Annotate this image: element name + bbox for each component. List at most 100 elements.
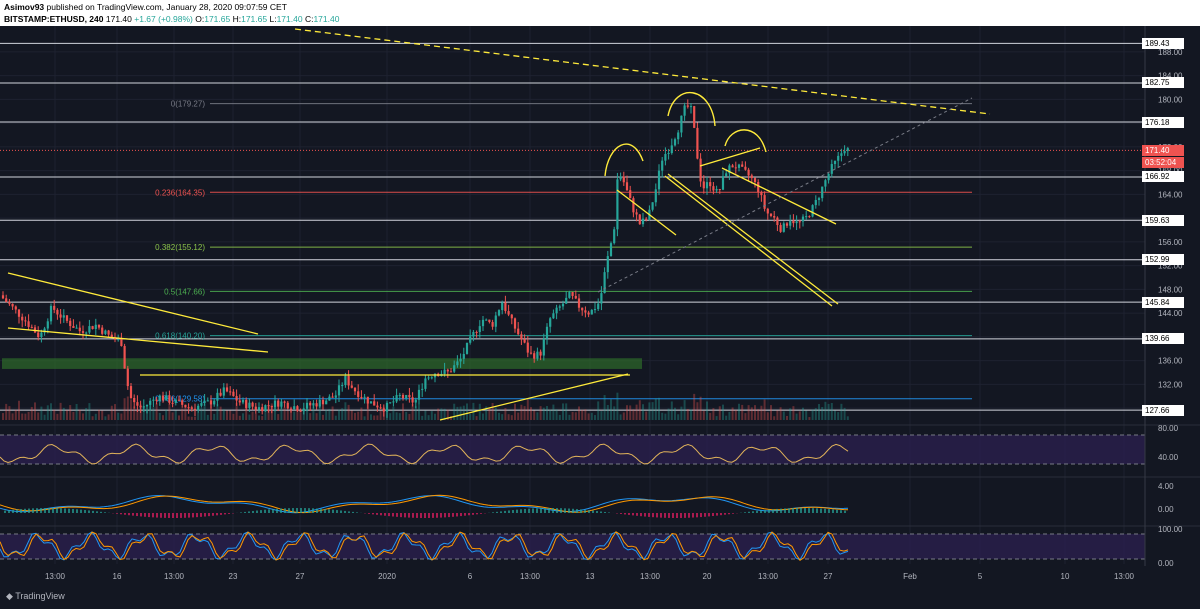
macd-histogram-bar xyxy=(316,508,318,513)
volume-bar xyxy=(418,404,420,420)
candle-body xyxy=(469,336,472,343)
volume-bar xyxy=(120,413,123,420)
macd-histogram-bar xyxy=(464,513,466,516)
candle-body xyxy=(85,332,88,334)
candle-body xyxy=(401,394,405,399)
candle-body xyxy=(328,396,331,401)
volume-bar xyxy=(216,404,219,420)
candle-body xyxy=(603,272,606,294)
candle-body xyxy=(846,148,849,151)
volume-bar xyxy=(203,403,206,420)
price-tick-label: 148.00 xyxy=(1158,285,1183,294)
candle-body xyxy=(798,221,801,223)
price-axis-label: 171.40 xyxy=(1142,144,1184,156)
macd-histogram-bar xyxy=(244,511,246,513)
price-tick-label: 188.00 xyxy=(1158,48,1183,57)
time-tick-label: 13:00 xyxy=(520,572,541,581)
volume-bar xyxy=(523,406,526,420)
open-label: O: xyxy=(195,14,205,24)
volume-bar xyxy=(680,406,683,420)
price-chart[interactable]: 0(179.27) 0.236(164.35) 0.382(155.12) 0.5(1… xyxy=(0,26,1200,609)
macd-histogram-bar xyxy=(808,508,810,513)
fib-level-label: 0.5(147.66) xyxy=(164,287,205,296)
candle-body xyxy=(565,297,568,304)
author-name[interactable]: Asimov93 xyxy=(4,2,45,12)
candle-body xyxy=(427,377,430,379)
volume-bar xyxy=(539,406,542,420)
volume-bar xyxy=(21,413,24,420)
candle-body xyxy=(763,195,766,209)
volume-bar xyxy=(491,403,494,420)
candle-body xyxy=(312,403,315,406)
volume-bar xyxy=(82,413,84,420)
volume-bar xyxy=(190,416,193,420)
candle-body xyxy=(187,407,190,409)
candle-body xyxy=(395,395,398,402)
macd-histogram-bar xyxy=(820,508,822,513)
volume-bar xyxy=(254,413,257,420)
candle-body xyxy=(830,164,833,174)
volume-bar xyxy=(683,400,686,420)
volume-bar xyxy=(747,405,750,420)
volume-bar xyxy=(555,409,558,420)
volume-bar xyxy=(802,407,804,420)
macd-histogram-bar xyxy=(744,512,746,513)
macd-histogram-bar xyxy=(588,510,590,513)
volume-bar xyxy=(2,413,4,420)
macd-histogram-bar xyxy=(436,513,438,518)
candle-body xyxy=(241,399,245,403)
high-value: 171.65 xyxy=(241,14,268,24)
macd-histogram-bar xyxy=(696,513,698,518)
candle-body xyxy=(78,327,81,332)
volume-bar xyxy=(242,413,244,420)
volume-bar xyxy=(504,408,507,420)
candle-body xyxy=(206,400,209,402)
macd-histogram-bar xyxy=(196,513,198,518)
candle-body xyxy=(296,406,299,411)
volume-bar xyxy=(267,405,270,420)
price-tick-label: 136.00 xyxy=(1158,357,1183,366)
macd-histogram-bar xyxy=(456,513,458,517)
volume-bar xyxy=(40,406,43,420)
volume-bar xyxy=(811,409,814,420)
macd-histogram-bar xyxy=(476,513,478,515)
macd-histogram-bar xyxy=(556,508,558,513)
macd-histogram-bar xyxy=(592,510,594,513)
volume-bar xyxy=(238,415,241,420)
candle-body xyxy=(533,353,536,359)
macd-histogram-bar xyxy=(96,511,98,513)
candle-body xyxy=(833,160,837,165)
macd-histogram-bar xyxy=(48,508,50,513)
candle-body xyxy=(321,399,325,405)
candle-body xyxy=(238,400,241,403)
volume-bar xyxy=(363,416,366,420)
volume-bar xyxy=(536,412,539,420)
macd-histogram-bar xyxy=(408,513,410,518)
time-tick-label: Feb xyxy=(903,572,917,581)
volume-bar xyxy=(562,403,564,420)
volume-bar xyxy=(686,409,689,420)
candle-body xyxy=(389,402,392,404)
fibonacci-retracement[interactable]: 0(179.27) 0.236(164.35) 0.382(155.12) 0.5(1… xyxy=(155,100,972,404)
price-axis-label: 182.75 xyxy=(1142,77,1184,89)
candle-body xyxy=(254,406,257,410)
volume-bar xyxy=(405,411,408,420)
candle-body xyxy=(158,395,161,402)
candle-body xyxy=(696,127,699,159)
candle-body xyxy=(837,155,840,161)
volume-bar xyxy=(629,405,632,420)
candle-body xyxy=(69,320,72,327)
volume-bar xyxy=(453,403,456,420)
trend-drawings[interactable] xyxy=(7,28,991,421)
candle-body xyxy=(280,401,283,407)
macd-histogram-bar xyxy=(608,512,610,513)
candle-body xyxy=(581,307,584,311)
volume-bar xyxy=(530,407,532,420)
candle-body xyxy=(795,221,798,224)
macd-histogram-bar xyxy=(60,508,62,513)
volume-bar xyxy=(830,402,833,420)
volume-bar xyxy=(14,409,17,420)
volume-bar xyxy=(312,404,315,420)
macd-histogram-bar xyxy=(756,510,758,513)
indicator-panes xyxy=(0,424,1200,560)
